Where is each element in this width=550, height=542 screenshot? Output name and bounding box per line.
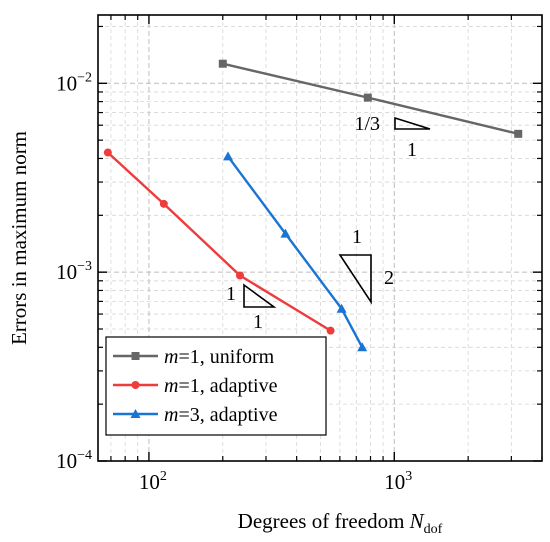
data-point (131, 381, 140, 389)
data-point (222, 151, 233, 161)
data-point (336, 303, 347, 313)
legend-label: m=1, uniform (164, 346, 275, 368)
data-point (103, 148, 112, 157)
data-point (326, 326, 335, 335)
tick-labels: 102 103 10−4 10−3 10−2 (56, 70, 412, 494)
legend-label: m=1, adaptive (164, 375, 278, 397)
data-point (357, 342, 368, 352)
slope-run-label: 1 (352, 226, 362, 248)
axis-ticks (98, 15, 543, 462)
legend-item-2: m=1, adaptive (113, 375, 278, 397)
slope-triangle-2: 12 (338, 226, 394, 305)
series-line (107, 151, 332, 332)
slope-rise-label: 2 (384, 267, 394, 289)
series-layer (103, 59, 523, 352)
data-point (235, 271, 244, 280)
legend-item-3: m=3, adaptive (113, 404, 278, 426)
slope-triangle-shape (338, 254, 372, 305)
series-3 (222, 151, 368, 352)
y-axis-label: Errors in maximum norm (7, 131, 31, 345)
legend-label: m=3, adaptive (164, 404, 278, 426)
slope-run-label: 1 (253, 311, 263, 333)
data-point (280, 228, 291, 238)
data-point (130, 409, 141, 418)
data-point (131, 352, 140, 360)
slope-triangle-shape (243, 283, 277, 308)
x-tick-label: 103 (384, 469, 412, 494)
legend-item-1: m=1, uniform (113, 346, 275, 368)
x-tick-label: 102 (139, 469, 167, 494)
series-2 (103, 148, 335, 335)
y-tick-label: 10−2 (56, 70, 92, 95)
legend: m=1, uniform m=1, adaptive m=3, adaptive (105, 336, 327, 436)
slope-triangle-3: 11 (226, 283, 277, 333)
data-point (218, 59, 227, 68)
series-1 (218, 59, 523, 138)
y-tick-label: 10−3 (56, 259, 92, 284)
slope-run-label: 1 (407, 139, 417, 161)
slope-rise-label: 1/3 (354, 113, 380, 135)
series-line (227, 155, 364, 348)
y-tick-label: 10−4 (56, 448, 92, 473)
slope-triangle-1: 1 1/3 (354, 113, 431, 161)
data-point (363, 93, 372, 102)
data-point (514, 129, 523, 138)
slope-rise-label: 1 (226, 283, 236, 305)
slope-triangle-shape (394, 116, 431, 130)
data-point (159, 199, 168, 208)
x-axis-label: Degrees of freedom Ndof (238, 509, 443, 537)
